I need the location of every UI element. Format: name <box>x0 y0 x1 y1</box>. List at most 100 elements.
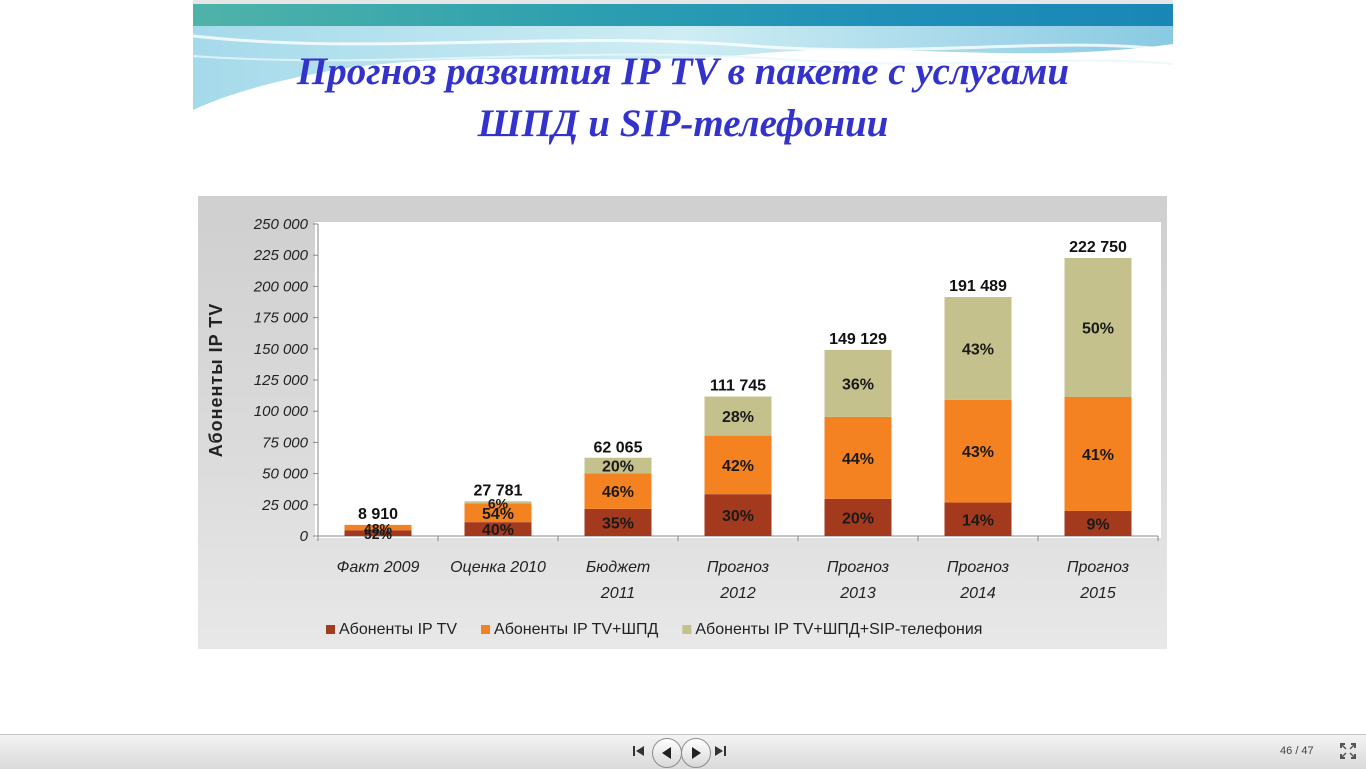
legend-swatch <box>682 625 692 634</box>
page-counter: 46 / 47 <box>1280 745 1314 757</box>
bar-percent-label: 20% <box>602 459 634 476</box>
banner-wave-decoration <box>193 26 1173 110</box>
bar-segment <box>1064 510 1132 536</box>
bar-segment <box>704 435 772 495</box>
y-tick-label: 200 000 <box>253 278 309 295</box>
x-category-label: Прогноз <box>947 559 1009 576</box>
bar-percent-label: 48% <box>364 521 393 537</box>
x-category-label: 2011 <box>600 585 635 602</box>
y-tick-label: 225 000 <box>253 247 309 264</box>
bar-segment <box>1064 397 1132 511</box>
legend-label: Абоненты IP TV <box>339 621 457 638</box>
bar-total-label: 222 750 <box>1069 239 1127 256</box>
bar-percent-label: 44% <box>842 451 874 468</box>
bar-total-label: 111 745 <box>710 378 766 395</box>
x-category-label: Прогноз <box>1067 559 1129 576</box>
bar-segment <box>944 297 1012 400</box>
bar-segment <box>584 508 652 536</box>
bar-percent-label: 43% <box>962 444 994 461</box>
x-category-label: 2014 <box>959 585 996 602</box>
skip-first-icon <box>633 746 644 756</box>
bar-segment <box>344 530 412 536</box>
banner-color-bar <box>193 4 1173 26</box>
y-tick-label: 150 000 <box>254 341 309 358</box>
x-category-label: 2015 <box>1079 585 1116 602</box>
prev-icon <box>662 747 671 759</box>
x-category-label: 2013 <box>839 585 876 602</box>
y-tick-label: 175 000 <box>254 310 309 327</box>
bar-total-label: 8 910 <box>358 506 398 523</box>
bar-percent-label: 30% <box>722 508 754 525</box>
bar-percent-label: 9% <box>1086 516 1109 533</box>
bar-segment <box>824 349 892 417</box>
skip-first-button[interactable] <box>632 744 646 758</box>
next-slide-button[interactable] <box>681 738 711 768</box>
slide-title-line-1: Прогноз развития IP TV в пакете с услуга… <box>296 50 1070 93</box>
bar-total-label: 191 489 <box>949 278 1007 295</box>
bar-segment <box>464 501 532 504</box>
stacked-bar-chart: 0 25 000 50 000 75 000 100 000 125 000 150 000… <box>206 216 1161 638</box>
y-tick-label: 100 000 <box>254 403 309 420</box>
slide-title-line-2: ШПД и SIP-телефонии <box>477 102 889 145</box>
slide-title: Прогноз развития IP TV в пакете с услуга… <box>193 46 1173 150</box>
current-page-number: 46 <box>1280 745 1293 757</box>
skip-last-icon <box>715 746 726 756</box>
bar-segment <box>464 522 532 536</box>
y-axis-title: Абоненты IP TV <box>206 303 226 458</box>
bar-percent-label: 35% <box>602 515 634 532</box>
bar-percent-label: 20% <box>842 510 874 527</box>
bar-segment <box>944 502 1012 536</box>
fullscreen-button[interactable] <box>1339 742 1357 760</box>
bar-percent-label: 42% <box>722 458 754 475</box>
bar-percent-label: 40% <box>482 522 514 539</box>
x-category-label: Оценка 2010 <box>450 559 546 576</box>
bar-percent-label: 43% <box>962 341 994 358</box>
bar-segment <box>584 457 652 474</box>
y-tick-label: 25 000 <box>261 497 309 514</box>
x-category-label: Прогноз <box>707 559 769 576</box>
bar-segment <box>1064 258 1132 398</box>
bar-segment <box>704 396 772 436</box>
bar-total-label: 27 781 <box>474 482 523 499</box>
y-tick-label: 250 000 <box>253 216 309 233</box>
bar-percent-label: 28% <box>722 409 754 426</box>
y-tick-label: 0 <box>300 528 309 545</box>
bar-percent-label: 36% <box>842 376 874 393</box>
bar-percent-label: 14% <box>962 512 994 529</box>
bar-segment <box>344 524 412 531</box>
bar-segment <box>704 494 772 536</box>
banner-top-strip <box>193 0 1173 5</box>
legend-swatch <box>326 625 335 634</box>
bar-segment <box>824 498 892 536</box>
bar-total-label: 62 065 <box>594 440 643 457</box>
legend-swatch <box>481 625 491 634</box>
slide-header-banner <box>193 0 1173 110</box>
chart-panel: 0 25 000 50 000 75 000 100 000 125 000 150 000… <box>198 196 1167 649</box>
x-category-label: Факт 2009 <box>337 559 420 576</box>
bar-percent-label: 52% <box>364 526 393 542</box>
bar-segment <box>464 503 532 523</box>
bar-percent-label: 46% <box>602 484 634 501</box>
legend-label: Абоненты IP TV+ШПД+SIP-телефония <box>695 621 982 638</box>
bar-total-label: 149 129 <box>829 331 887 348</box>
x-category-label: Прогноз <box>827 559 889 576</box>
skip-last-button[interactable] <box>713 744 727 758</box>
next-icon <box>692 747 701 759</box>
x-category-label: Бюджет <box>586 559 650 576</box>
bar-percent-label: 41% <box>1082 447 1114 464</box>
y-tick-label: 75 000 <box>262 434 309 451</box>
y-tick-label: 50 000 <box>262 466 309 483</box>
presentation-nav-bar: 46 / 47 <box>0 734 1366 769</box>
fullscreen-icon <box>1340 743 1356 759</box>
bar-segment <box>824 416 892 499</box>
bar-segment <box>944 399 1012 503</box>
bar-percent-label: 6% <box>488 495 509 511</box>
x-category-label: 2012 <box>719 585 756 602</box>
bar-segment <box>584 473 652 509</box>
legend-label: Абоненты IP TV+ШПД <box>494 621 659 638</box>
bar-percent-label: 54% <box>482 506 514 523</box>
y-tick-label: 125 000 <box>254 372 309 389</box>
bar-percent-label: 50% <box>1082 321 1114 338</box>
prev-slide-button[interactable] <box>652 738 682 768</box>
total-pages: / 47 <box>1295 745 1314 757</box>
